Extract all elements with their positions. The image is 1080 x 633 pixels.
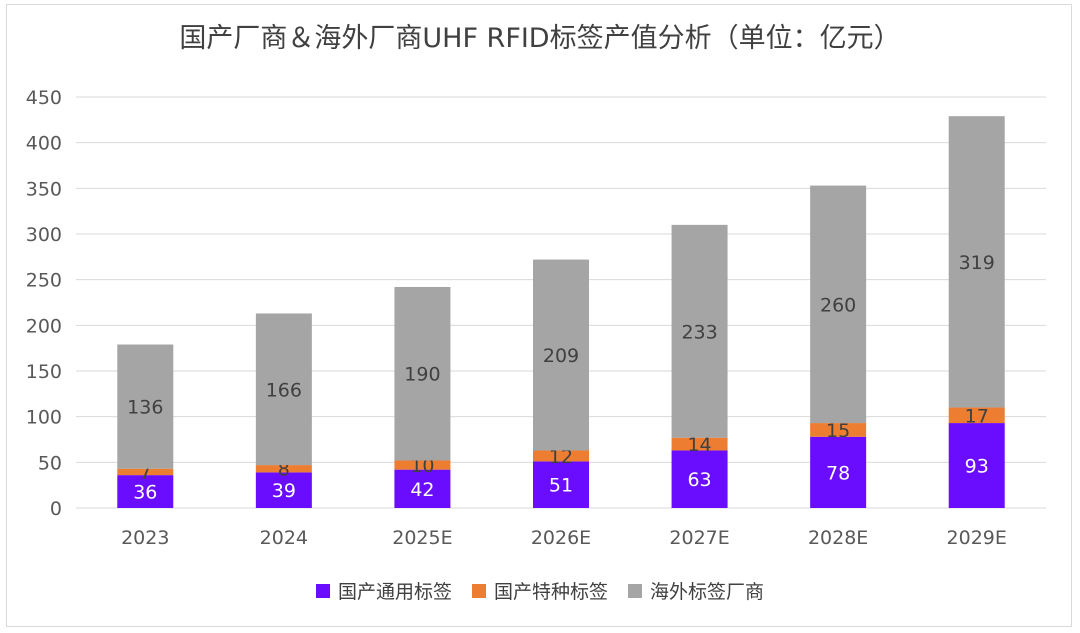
- data-label: 36: [133, 482, 157, 504]
- legend-label-domestic-special: 国产特种标签: [493, 581, 608, 603]
- bar-segment: [533, 450, 589, 462]
- bar-segment: [810, 423, 867, 437]
- data-label: 63: [687, 469, 711, 491]
- bar-segment: [117, 344, 174, 469]
- data-label: 14: [687, 434, 711, 456]
- legend-item-domestic-general: 国产通用标签: [315, 577, 452, 604]
- legend-label-overseas: 海外标签厂商: [650, 581, 765, 603]
- data-label: 233: [681, 321, 717, 343]
- bar-segment: [394, 460, 451, 470]
- bar-segment: [948, 423, 1005, 508]
- bar-segment: [533, 461, 589, 508]
- legend-swatch-domestic-general: [315, 583, 330, 598]
- data-label: 260: [820, 294, 856, 316]
- data-label: 39: [272, 480, 296, 502]
- data-label: 319: [959, 252, 995, 274]
- data-label: 10: [410, 455, 434, 477]
- bar-segment: [948, 407, 1005, 424]
- bar-segment: [810, 436, 867, 508]
- data-label: 17: [965, 405, 989, 427]
- bar-segment: [117, 468, 174, 476]
- x-tick-label: 2028E: [808, 527, 868, 549]
- bar-segment: [117, 475, 174, 508]
- data-label: 12: [549, 446, 573, 468]
- y-tick-label: 150: [26, 361, 62, 383]
- x-tick-label: 2023: [121, 527, 169, 549]
- x-tick-label: 2027E: [669, 527, 729, 549]
- data-label: 166: [266, 379, 302, 401]
- y-tick-label: 250: [26, 270, 62, 292]
- bar-segment: [255, 313, 312, 466]
- bar-segment: [671, 450, 728, 508]
- x-tick-label: 2029E: [947, 527, 1007, 549]
- data-label: 209: [543, 345, 579, 367]
- x-tick-label: 2025E: [392, 527, 452, 549]
- data-label: 42: [410, 479, 434, 501]
- data-label: 78: [826, 462, 850, 484]
- bar-segment: [255, 465, 312, 473]
- legend: 国产通用标签 国产特种标签 海外标签厂商: [0, 577, 1080, 604]
- y-tick-label: 50: [38, 452, 62, 474]
- y-tick-label: 200: [26, 315, 62, 337]
- bar-segment: [810, 185, 867, 424]
- data-label: 51: [549, 475, 573, 497]
- bar-segment: [671, 437, 728, 451]
- y-tick-label: 0: [50, 498, 62, 520]
- legend-swatch-overseas: [628, 583, 642, 598]
- x-tick-label: 2024: [260, 527, 308, 549]
- y-tick-label: 100: [26, 407, 62, 429]
- x-tick-label: 2026E: [531, 527, 591, 549]
- chart-title: 国产厂商＆海外厂商UHF RFID标签产值分析（单位：亿元）: [179, 23, 901, 54]
- data-label: 136: [127, 397, 163, 419]
- y-tick-label: 400: [26, 133, 62, 155]
- bar-segment: [394, 469, 451, 508]
- data-label: 93: [965, 456, 989, 478]
- legend-swatch-domestic-special: [471, 583, 486, 598]
- legend-label-domestic-general: 国产通用标签: [337, 581, 452, 603]
- y-tick-label: 350: [26, 178, 62, 200]
- data-label: 15: [826, 420, 850, 442]
- bar-segment: [255, 472, 312, 508]
- bar-segment: [948, 116, 1005, 408]
- bar-segment: [533, 259, 589, 451]
- legend-item-domestic-special: 国产特种标签: [471, 577, 608, 604]
- data-label: 190: [404, 364, 440, 386]
- legend-item-overseas: 海外标签厂商: [628, 577, 764, 604]
- y-tick-label: 450: [26, 87, 62, 109]
- bar-segment: [394, 286, 451, 461]
- y-tick-label: 300: [26, 224, 62, 246]
- bar-segment: [671, 224, 728, 438]
